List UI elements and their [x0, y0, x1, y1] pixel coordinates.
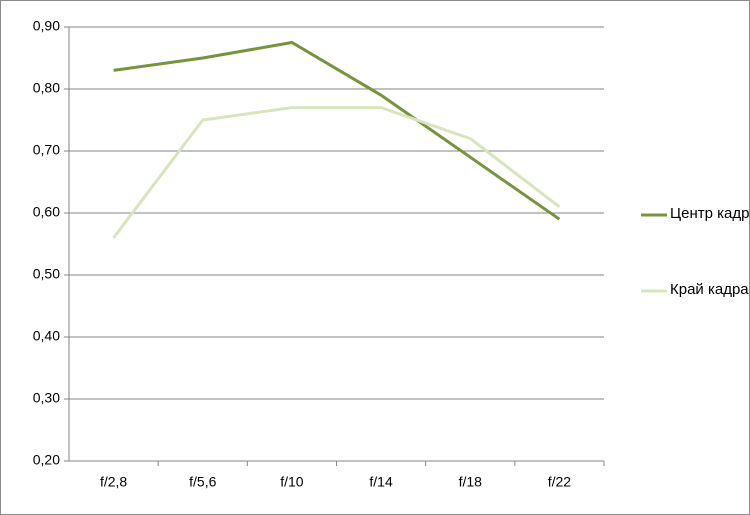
series-line: [113, 40, 561, 221]
legend-label: Центр кадра: [670, 205, 750, 222]
y-tick-label: 0,40: [33, 328, 60, 344]
y-tick-label: 0,20: [33, 452, 60, 468]
x-tick-label: f/18: [459, 474, 483, 490]
y-tick-label: 0,70: [33, 142, 60, 158]
y-tick-label: 0,60: [33, 204, 60, 220]
legend-label: Край кадра: [670, 281, 749, 298]
x-tick-label: f/2,8: [100, 474, 127, 490]
x-tick-label: f/10: [280, 474, 304, 490]
x-tick-label: f/22: [548, 474, 572, 490]
y-tick-label: 0,80: [33, 80, 60, 96]
y-tick-label: 0,30: [33, 390, 60, 406]
series-line: [112, 106, 561, 239]
x-tick-label: f/5,6: [189, 474, 216, 490]
x-tick-label: f/14: [369, 474, 393, 490]
y-tick-label: 0,50: [33, 266, 60, 282]
y-tick-label: 0,90: [33, 18, 60, 34]
